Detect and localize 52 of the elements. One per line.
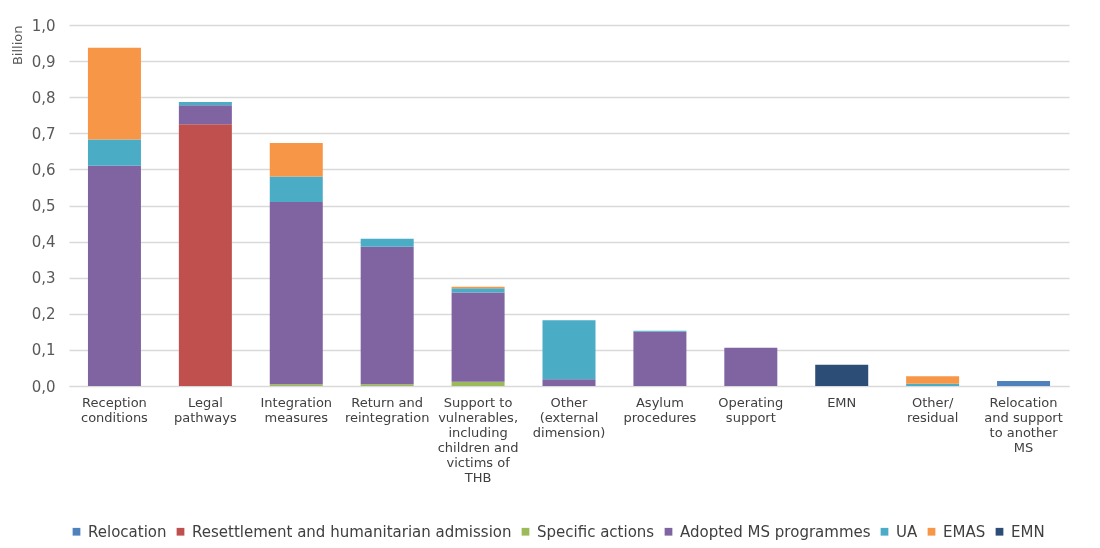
y-tick-label: 0,2: [31, 305, 56, 324]
legend-label: EMN: [1011, 522, 1045, 541]
x-tick-label: EMN: [827, 394, 857, 410]
legend-label: Specific actions: [537, 522, 655, 541]
y-tick-label: 0,0: [31, 377, 56, 396]
bar: [178, 105, 232, 125]
bar: [542, 320, 596, 380]
y-tick-label: 0,5: [31, 197, 56, 215]
x-tick-label: Integration measures: [260, 394, 333, 425]
bar: [724, 347, 778, 386]
legend-label: Resettlement and humanitarian admission: [192, 522, 512, 541]
y-tick-label: 1,0: [31, 16, 56, 35]
bar: [451, 292, 505, 382]
legend-label: UA: [896, 522, 918, 541]
bar: [451, 381, 505, 386]
bar: [906, 383, 960, 386]
x-tick-label: Other/ residual: [906, 394, 959, 425]
x-tick-label: Legal pathways: [174, 394, 237, 425]
bar: [269, 201, 323, 385]
y-tick-label: 0,1: [31, 341, 56, 360]
bar: [360, 238, 414, 247]
y-tick-label: 0,7: [31, 124, 56, 143]
bar: [360, 246, 414, 385]
legend-label: EMAS: [943, 522, 986, 541]
bar: [906, 376, 960, 384]
x-tick-label: Asylum procedures: [623, 394, 697, 425]
bar: [87, 47, 141, 140]
bar: [269, 176, 323, 202]
bar: [815, 364, 869, 386]
bar: [997, 380, 1051, 386]
bar: [178, 101, 232, 106]
bar: [178, 124, 232, 386]
x-tick-label: Operating support: [718, 394, 784, 425]
y-tick-label: 0,9: [31, 52, 56, 71]
bar: [269, 143, 323, 177]
legend-label: Adopted MS programmes: [680, 522, 871, 541]
bar: [633, 331, 687, 386]
bar: [87, 139, 141, 166]
y-tick-label: 0,8: [31, 88, 56, 107]
x-tick-label: Reception conditions: [81, 394, 149, 425]
bar: [451, 288, 505, 293]
x-tick-label: Support to vulnerables, including children and victims of THB: [437, 394, 519, 485]
x-tick-label: Relocation and support to another MS: [984, 394, 1063, 455]
y-tick-label: 0,6: [31, 160, 56, 179]
y-axis-title: Billion: [9, 25, 25, 66]
y-tick-label: 0,3: [31, 269, 56, 288]
legend-label: Relocation: [88, 522, 167, 541]
x-tick-label: Other (external dimension): [532, 394, 606, 440]
y-tick-label: 0,4: [31, 233, 56, 252]
x-tick-label: Return and reintegration: [344, 394, 430, 425]
bar: [87, 165, 141, 386]
bar: [542, 379, 596, 386]
